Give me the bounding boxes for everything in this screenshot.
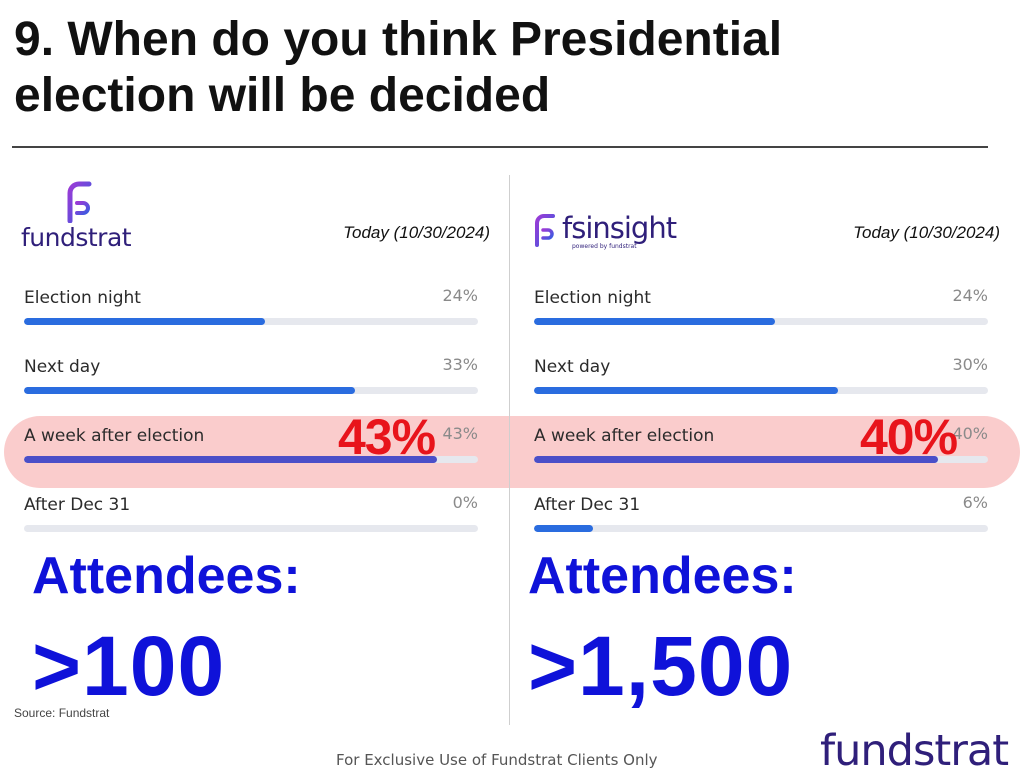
poll-option-percent: 33% [442, 355, 478, 374]
poll-option-row: Election night 24% [24, 286, 478, 348]
highlight-percent-left: 43% [338, 409, 436, 465]
poll-option-percent: 24% [442, 286, 478, 305]
poll-option-percent: 40% [952, 424, 988, 443]
poll-option-label: A week after election [534, 426, 715, 446]
poll-option-row: Next day 33% [24, 355, 478, 417]
poll-bar-fill [534, 387, 839, 394]
fsinsight-wordmark: fsinsight [562, 211, 677, 245]
fsinsight-subtitle: powered by fundstrat [572, 243, 637, 250]
attendees-value-right: >1,500 [528, 619, 794, 713]
date-label: Today (10/30/2024) [343, 223, 490, 242]
highlight-band [4, 416, 1020, 488]
poll-option-row: After Dec 31 0% [24, 493, 478, 555]
panel-divider [509, 175, 510, 725]
poll-option-label: Next day [534, 357, 611, 377]
poll-bar-track [534, 525, 988, 532]
footer-fundstrat-logo: fundstrat [820, 726, 1009, 776]
fs-mark-icon [67, 181, 92, 223]
footer-disclaimer: For Exclusive Use of Fundstrat Clients O… [336, 751, 658, 769]
poll-bar-fill [534, 525, 594, 532]
fundstrat-poll-panel: fundstrat Today (10/30/2024) Election ni… [18, 175, 498, 555]
poll-option-percent: 0% [452, 493, 478, 512]
poll-option-row: Next day 30% [534, 355, 988, 417]
attendees-value-left: >100 [32, 619, 226, 713]
poll-option-percent: 24% [952, 286, 988, 305]
poll-bar-track [24, 456, 478, 463]
poll-option-label: After Dec 31 [24, 495, 131, 515]
poll-option-percent: 43% [442, 424, 478, 443]
fsinsight-logo: fsinsight powered by fundstrat [532, 211, 702, 253]
fundstrat-wordmark: fundstrat [21, 223, 132, 252]
poll-bar-track [534, 318, 988, 325]
source-note: Source: Fundstrat [14, 706, 110, 720]
poll-option-label: Election night [24, 288, 141, 308]
poll-bar-fill [24, 387, 356, 394]
poll-bar-track [24, 318, 478, 325]
highlight-percent-right: 40% [860, 409, 958, 465]
poll-option-row: A week after election 40% [534, 424, 988, 486]
poll-option-label: Next day [24, 357, 101, 377]
poll-bar-fill [24, 318, 265, 325]
poll-option-row: Election night 24% [534, 286, 988, 348]
date-label: Today (10/30/2024) [853, 223, 1000, 242]
poll-option-label: A week after election [24, 426, 205, 446]
poll-option-label: Election night [534, 288, 651, 308]
poll-bar-track [534, 456, 988, 463]
fundstrat-logo: fundstrat [18, 175, 148, 255]
fsi-mark-icon [535, 214, 555, 247]
poll-bar-fill [534, 456, 939, 463]
poll-option-row: A week after election 43% [24, 424, 478, 486]
attendees-label-right: Attendees: [528, 547, 797, 605]
poll-option-percent: 6% [962, 493, 988, 512]
poll-option-percent: 30% [952, 355, 988, 374]
poll-bar-fill [24, 456, 438, 463]
poll-bar-fill [534, 318, 775, 325]
page-title: 9. When do you think Presidential electi… [14, 13, 783, 122]
poll-bar-track [534, 387, 988, 394]
poll-option-label: After Dec 31 [534, 495, 641, 515]
title-divider [12, 146, 988, 148]
poll-bar-track [24, 387, 478, 394]
poll-option-row: After Dec 31 6% [534, 493, 988, 555]
attendees-label-left: Attendees: [32, 547, 301, 605]
poll-bar-track [24, 525, 478, 532]
fsinsight-poll-panel: fsinsight powered by fundstrat Today (10… [528, 175, 1008, 555]
